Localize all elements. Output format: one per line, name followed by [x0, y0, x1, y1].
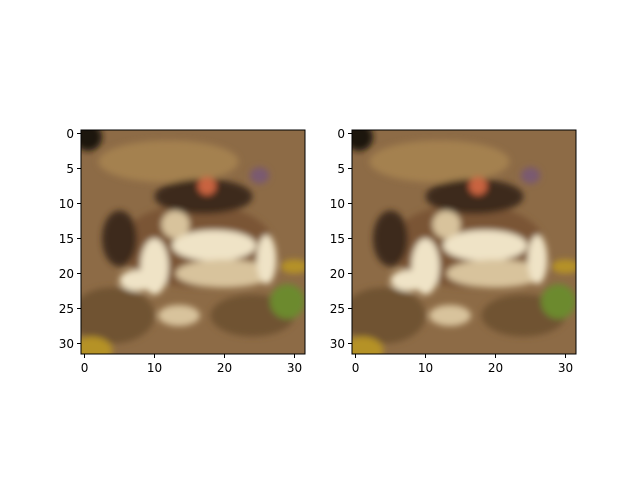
y-tick-label: 5	[66, 162, 74, 176]
x-tick-label: 30	[558, 361, 573, 375]
y-tick-label: 20	[330, 267, 345, 281]
x-tick-label: 20	[488, 361, 503, 375]
y-tick-label: 15	[330, 232, 345, 246]
y-tick-label: 0	[337, 127, 345, 141]
y-tick-label: 15	[59, 232, 74, 246]
x-tick-label: 20	[217, 361, 232, 375]
y-tick-label: 0	[66, 127, 74, 141]
y-tick-label: 5	[337, 162, 345, 176]
y-tick-label: 30	[330, 337, 345, 351]
y-tick-label: 30	[59, 337, 74, 351]
axes-frame-right	[351, 129, 577, 355]
image-axes-right: 0 10 20 30 0 5 10 15 20 25 30	[330, 127, 577, 375]
y-tick-label: 25	[330, 302, 345, 316]
x-tick-label: 10	[147, 361, 162, 375]
y-tick-label: 10	[59, 197, 74, 211]
frog-image-left	[81, 130, 305, 354]
axes-frame-left	[80, 129, 306, 355]
y-tick-label: 10	[330, 197, 345, 211]
x-tick-label: 30	[287, 361, 302, 375]
x-tick-label: 0	[81, 361, 89, 375]
y-tick-label: 25	[59, 302, 74, 316]
y-tick-label: 20	[59, 267, 74, 281]
frog-image-right	[352, 130, 576, 354]
x-tick-label: 0	[352, 361, 360, 375]
image-axes-left: 0 10 20 30 0 5 10 15 20 25 30	[59, 127, 306, 375]
x-tick-label: 10	[418, 361, 433, 375]
